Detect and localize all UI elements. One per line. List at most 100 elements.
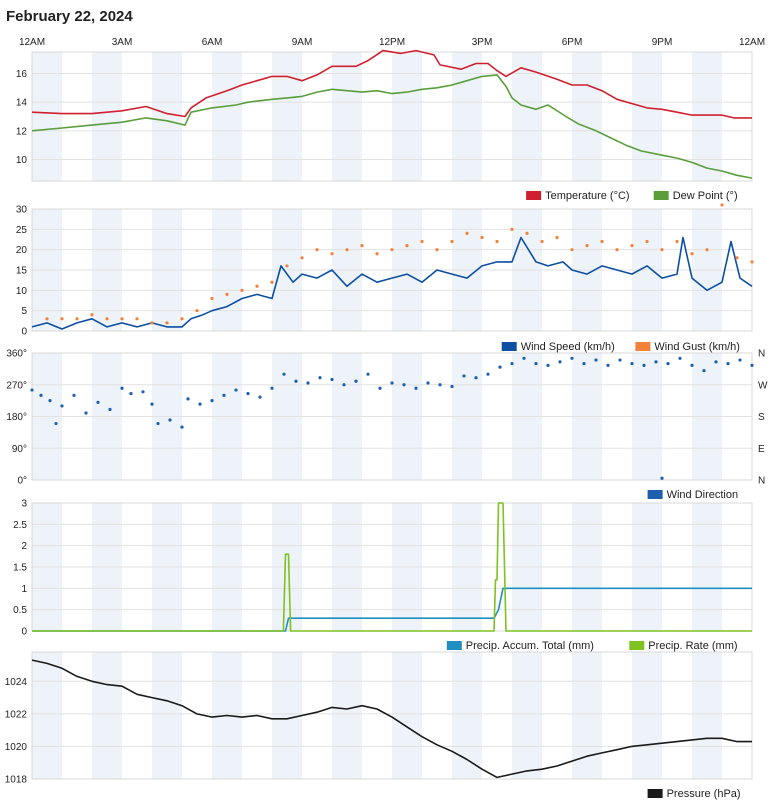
data-point bbox=[180, 317, 184, 321]
data-point bbox=[300, 256, 304, 260]
data-point bbox=[585, 244, 589, 248]
y-tick-label: 5 bbox=[21, 306, 27, 317]
data-point bbox=[195, 309, 199, 313]
legend-swatch bbox=[629, 641, 645, 650]
time-tick-label: 12AM bbox=[19, 37, 45, 48]
data-point bbox=[705, 248, 709, 252]
data-point bbox=[378, 386, 382, 390]
hour-band bbox=[32, 652, 62, 779]
data-point bbox=[660, 476, 664, 480]
data-point bbox=[60, 404, 64, 408]
data-point bbox=[270, 386, 274, 390]
data-point bbox=[615, 248, 619, 252]
data-point bbox=[234, 388, 238, 392]
y-tick-label: 1018 bbox=[5, 775, 28, 786]
time-tick-label: 6AM bbox=[202, 37, 223, 48]
data-point bbox=[306, 381, 310, 385]
data-point bbox=[510, 361, 514, 366]
data-point bbox=[735, 256, 739, 260]
legend-swatch bbox=[526, 191, 542, 200]
data-point bbox=[600, 239, 604, 244]
y-tick-label-right: W bbox=[758, 380, 768, 391]
data-point bbox=[750, 363, 754, 367]
data-point bbox=[645, 239, 649, 244]
data-point bbox=[486, 372, 490, 376]
y-tick-label: 10 bbox=[16, 286, 28, 297]
y-tick-label: 2 bbox=[21, 541, 27, 552]
data-point bbox=[606, 363, 610, 367]
data-point bbox=[522, 356, 526, 360]
hour-band bbox=[692, 52, 722, 181]
data-point bbox=[642, 363, 646, 367]
data-point bbox=[150, 321, 154, 325]
hour-band bbox=[512, 52, 542, 181]
data-point bbox=[30, 388, 34, 392]
data-point bbox=[105, 317, 109, 321]
data-point bbox=[450, 384, 454, 389]
data-point bbox=[258, 395, 262, 399]
y-tick-label: 16 bbox=[16, 69, 28, 80]
hour-band bbox=[152, 652, 182, 779]
data-point bbox=[405, 244, 409, 248]
y-tick-label: 1022 bbox=[5, 709, 28, 720]
data-point bbox=[582, 361, 586, 366]
data-point bbox=[90, 313, 94, 317]
data-point bbox=[75, 317, 79, 321]
data-point bbox=[465, 231, 469, 235]
data-point bbox=[246, 391, 250, 396]
y-tick-label: 14 bbox=[16, 98, 28, 109]
data-point bbox=[666, 361, 670, 366]
legend-label: Wind Gust (km/h) bbox=[654, 341, 740, 353]
y-tick-label: 20 bbox=[16, 245, 28, 256]
data-point bbox=[390, 381, 394, 385]
hour-band bbox=[452, 652, 482, 779]
data-point bbox=[498, 365, 502, 369]
data-point bbox=[402, 383, 406, 387]
data-point bbox=[156, 421, 160, 426]
data-point bbox=[690, 363, 694, 367]
y-tick-label: 1024 bbox=[5, 677, 28, 688]
data-point bbox=[315, 248, 319, 252]
legend-label: Dew Point (°) bbox=[673, 190, 738, 202]
data-point bbox=[120, 386, 124, 390]
data-point bbox=[630, 244, 634, 248]
legend-swatch bbox=[501, 342, 517, 351]
data-point bbox=[750, 260, 754, 264]
y-tick-label-right: N bbox=[758, 349, 765, 360]
time-tick-label: 12PM bbox=[379, 37, 405, 48]
series-line bbox=[31, 659, 752, 779]
data-point bbox=[558, 360, 562, 364]
y-tick-label: 0 bbox=[21, 627, 27, 638]
data-point bbox=[450, 239, 454, 244]
data-point bbox=[48, 399, 52, 403]
data-point bbox=[474, 376, 478, 380]
hour-band bbox=[272, 52, 302, 181]
data-point bbox=[318, 376, 322, 380]
legend-label: Wind Direction bbox=[667, 489, 739, 501]
time-tick-label: 12AM bbox=[739, 37, 765, 48]
data-point bbox=[426, 381, 430, 385]
data-point bbox=[438, 383, 442, 387]
plot-frame bbox=[31, 208, 753, 332]
data-point bbox=[570, 356, 574, 360]
data-point bbox=[738, 358, 742, 362]
hour-band bbox=[152, 52, 182, 181]
y-tick-label-right: N bbox=[758, 476, 765, 487]
plot-frame bbox=[31, 352, 753, 481]
data-point bbox=[534, 361, 538, 366]
data-point bbox=[282, 372, 286, 376]
series-line bbox=[31, 49, 752, 119]
hour-band bbox=[572, 652, 602, 779]
y-tick-label-right: S bbox=[758, 412, 765, 423]
y-tick-label: 0° bbox=[17, 476, 27, 487]
data-point bbox=[414, 386, 418, 390]
data-point bbox=[180, 425, 184, 429]
legend-swatch bbox=[647, 490, 663, 499]
data-point bbox=[210, 296, 214, 301]
page-title: February 22, 2024 bbox=[6, 8, 133, 25]
data-point bbox=[330, 377, 334, 382]
data-point bbox=[225, 292, 229, 296]
data-point bbox=[678, 356, 682, 360]
series-line bbox=[31, 74, 753, 179]
